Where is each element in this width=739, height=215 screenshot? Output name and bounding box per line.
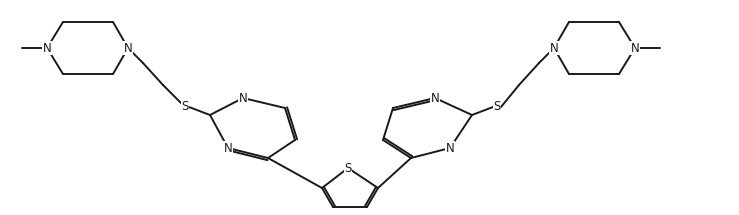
Text: N: N xyxy=(431,92,440,104)
Text: S: S xyxy=(344,161,352,175)
Text: N: N xyxy=(239,92,248,104)
Text: N: N xyxy=(43,41,52,54)
Text: N: N xyxy=(630,41,639,54)
Text: N: N xyxy=(550,41,559,54)
Text: N: N xyxy=(123,41,132,54)
Text: N: N xyxy=(446,141,454,155)
Text: N: N xyxy=(224,141,232,155)
Text: S: S xyxy=(181,100,188,114)
Text: S: S xyxy=(494,100,501,114)
